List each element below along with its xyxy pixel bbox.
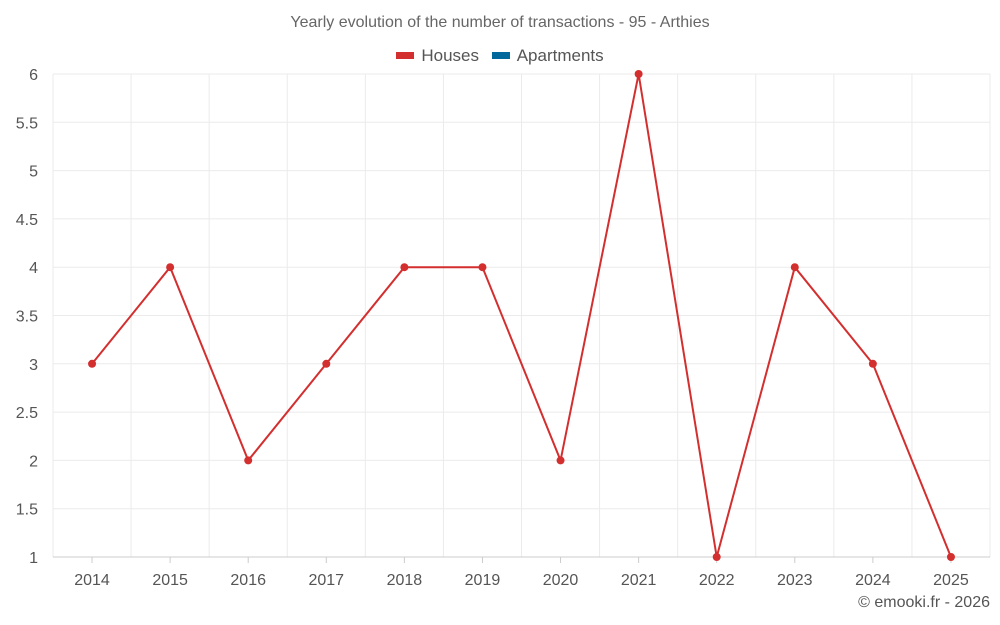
data-point-houses bbox=[556, 456, 565, 465]
y-tick-label: 2.5 bbox=[16, 405, 38, 422]
x-tick-label: 2022 bbox=[699, 572, 735, 589]
y-tick-label: 3 bbox=[29, 357, 38, 374]
legend: Houses Apartments bbox=[0, 44, 1000, 66]
data-point-houses bbox=[790, 263, 799, 272]
y-tick-label: 5.5 bbox=[16, 115, 38, 132]
x-tick-label: 2014 bbox=[74, 572, 110, 589]
legend-swatch-apartments bbox=[491, 52, 510, 59]
series-line-houses bbox=[91, 73, 952, 558]
y-tick-label: 1 bbox=[29, 550, 38, 567]
legend-swatch-houses bbox=[396, 52, 415, 59]
x-tick-label: 2016 bbox=[230, 572, 266, 589]
x-tick-label: 2021 bbox=[621, 572, 657, 589]
copyright-credit: © emooki.fr - 2026 bbox=[858, 594, 990, 611]
data-point-houses bbox=[634, 70, 643, 78]
data-point-houses bbox=[166, 263, 175, 272]
data-point-houses bbox=[400, 263, 409, 272]
series-layer bbox=[88, 70, 955, 561]
y-tick-label: 4.5 bbox=[16, 212, 38, 229]
y-tick-label: 3.5 bbox=[16, 309, 38, 326]
x-tick-label: 2020 bbox=[543, 572, 579, 589]
x-tick-label: 2015 bbox=[152, 572, 188, 589]
data-point-houses bbox=[868, 359, 877, 368]
data-point-houses bbox=[88, 359, 97, 368]
y-tick-label: 4 bbox=[29, 260, 38, 277]
data-point-houses bbox=[322, 359, 331, 368]
y-tick-label: 6 bbox=[29, 67, 38, 84]
x-tick-label: 2024 bbox=[855, 572, 891, 589]
chart-title: Yearly evolution of the number of transa… bbox=[290, 14, 710, 31]
data-point-houses bbox=[946, 553, 955, 561]
data-point-houses bbox=[478, 263, 487, 272]
y-tick-label: 2 bbox=[29, 453, 38, 470]
grid-layer bbox=[52, 73, 991, 558]
x-tick-label: 2025 bbox=[933, 572, 969, 589]
legend-label-apartments: Apartments bbox=[516, 45, 604, 65]
legend-item-apartments[interactable]: Apartments bbox=[491, 45, 604, 66]
x-tick-label: 2017 bbox=[308, 572, 344, 589]
y-tick-label: 1.5 bbox=[16, 502, 38, 519]
data-point-houses bbox=[244, 456, 253, 465]
x-tick-label: 2018 bbox=[387, 572, 423, 589]
data-point-houses bbox=[712, 553, 721, 561]
axis-layer: 1 1.5 2 2.5 3 3.5 4 4.5 5 5.5 6 2014 2015 2016 2017 201… bbox=[16, 67, 990, 589]
x-tick-label: 2019 bbox=[465, 572, 501, 589]
legend-label-houses: Houses bbox=[421, 45, 479, 65]
y-tick-label: 5 bbox=[29, 164, 38, 181]
x-tick-label: 2023 bbox=[777, 572, 813, 589]
legend-item-houses[interactable]: Houses bbox=[396, 46, 479, 66]
